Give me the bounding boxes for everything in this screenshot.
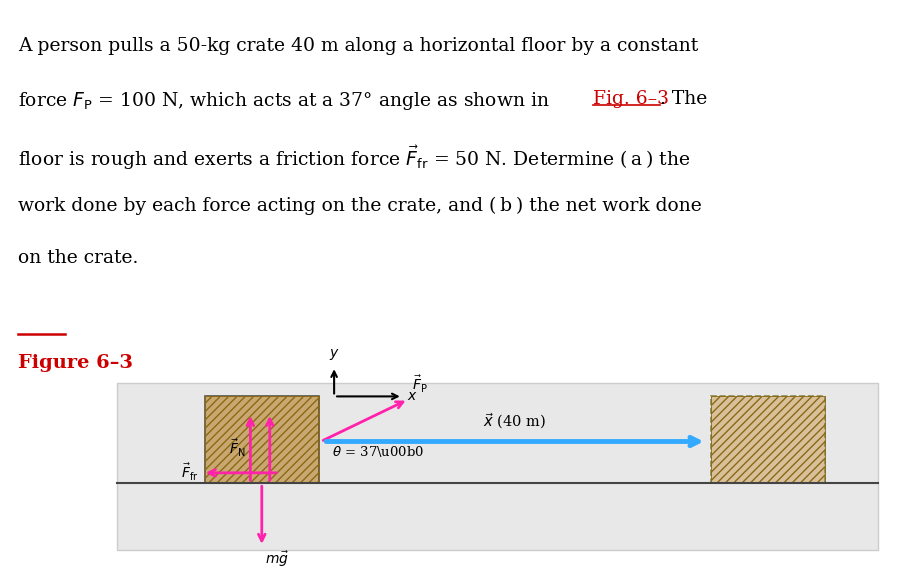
Text: $\theta$ = 37\u00b0: $\theta$ = 37\u00b0 — [332, 445, 423, 460]
Text: floor is rough and exerts a friction force $\vec{F}_{\mathrm{fr}}$ = 50 N. Deter: floor is rough and exerts a friction for… — [18, 143, 690, 172]
Bar — [205, 396, 319, 483]
Text: $\vec{F}_\mathrm{N}$: $\vec{F}_\mathrm{N}$ — [230, 438, 246, 458]
Text: Fig. 6–3: Fig. 6–3 — [593, 90, 669, 108]
Bar — [711, 396, 825, 483]
Bar — [711, 396, 825, 483]
Text: $\vec{F}_\mathrm{P}$: $\vec{F}_\mathrm{P}$ — [412, 374, 428, 395]
Text: force $F_\mathrm{P}$ = 100 N, which acts at a 37° angle as shown in: force $F_\mathrm{P}$ = 100 N, which acts… — [18, 90, 551, 112]
Bar — [205, 396, 319, 483]
Text: $\vec{x}$ (40 m): $\vec{x}$ (40 m) — [483, 412, 547, 431]
Text: $y$: $y$ — [329, 347, 340, 362]
Text: work done by each force acting on the crate, and ( b ) the net work done: work done by each force acting on the cr… — [18, 196, 702, 215]
Bar — [117, 383, 878, 550]
Text: $m\vec{g}$: $m\vec{g}$ — [266, 550, 289, 569]
Text: A person pulls a 50-kg crate 40 m along a horizontal floor by a constant: A person pulls a 50-kg crate 40 m along … — [18, 37, 698, 55]
Text: $\vec{F}_\mathrm{fr}$: $\vec{F}_\mathrm{fr}$ — [181, 463, 198, 483]
Text: Figure 6–3: Figure 6–3 — [18, 354, 133, 372]
Text: . The: . The — [660, 90, 707, 108]
Text: $x$: $x$ — [407, 389, 418, 403]
Text: on the crate.: on the crate. — [18, 249, 139, 267]
